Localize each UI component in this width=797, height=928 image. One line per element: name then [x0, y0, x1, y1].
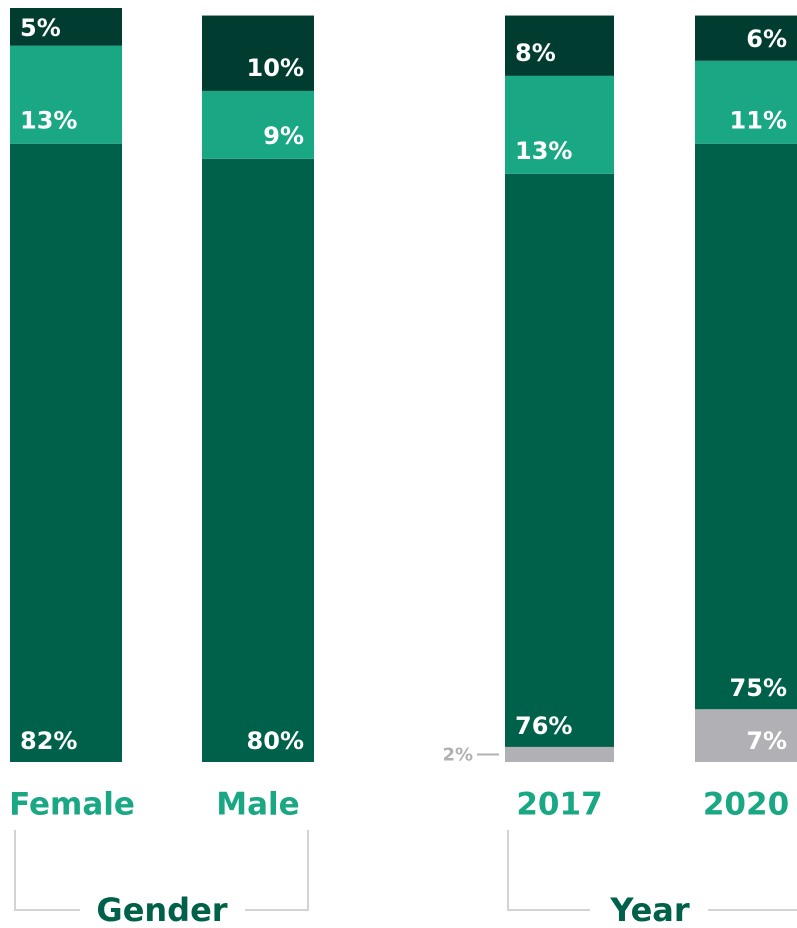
group-label: Year — [609, 891, 690, 928]
value-label: 9% — [263, 122, 304, 150]
bar-segment — [10, 143, 122, 763]
x-tick-label: 2017 — [516, 787, 602, 823]
value-label: 10% — [247, 54, 304, 82]
value-label: 13% — [20, 107, 77, 135]
value-label: 13% — [515, 137, 572, 165]
value-label: 82% — [20, 727, 77, 755]
bar-segment — [202, 15, 314, 91]
value-label: 75% — [730, 674, 787, 702]
x-tick-label: Female — [9, 787, 135, 823]
bracket — [14, 830, 80, 911]
bar-segment — [10, 45, 122, 144]
bar-segment — [202, 90, 314, 159]
value-label: 76% — [515, 712, 572, 740]
bar-segment — [695, 60, 797, 144]
bracket — [245, 830, 309, 911]
value-label: 11% — [730, 107, 787, 135]
bar-segment — [695, 709, 797, 762]
value-label: 2% — [442, 744, 473, 765]
bar-segment — [505, 75, 614, 174]
x-tick-label: Male — [216, 787, 299, 823]
value-label: 8% — [515, 39, 556, 67]
x-tick-label: 2020 — [703, 787, 789, 823]
value-label: 6% — [746, 25, 787, 53]
bar-segment — [505, 173, 614, 747]
bracket — [507, 830, 590, 911]
value-label: 5% — [20, 14, 61, 42]
bar-segment — [10, 8, 122, 46]
bar-segment — [202, 158, 314, 763]
brackets — [14, 830, 797, 911]
bar-segment — [695, 15, 797, 61]
bar-segment — [505, 746, 614, 762]
group-label: Gender — [96, 891, 227, 928]
bar-segment — [695, 143, 797, 710]
bar-segment — [505, 15, 614, 76]
value-label: 80% — [247, 727, 304, 755]
value-label: 7% — [746, 727, 787, 755]
